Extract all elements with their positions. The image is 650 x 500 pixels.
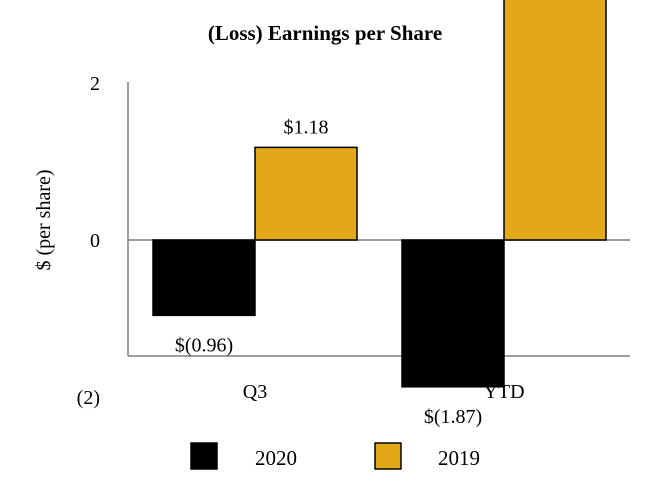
bar: [503, 0, 607, 241]
legend-swatch: [190, 442, 218, 470]
data-label: $1.18: [284, 116, 329, 138]
data-label: $(1.87): [424, 406, 482, 428]
data-labels: $(0.96)$(1.87)$1.18$3.34: [175, 116, 482, 428]
bars: [152, 0, 607, 388]
legend: 2020 2019: [190, 442, 480, 470]
legend-label: 2019: [438, 446, 480, 470]
y-tick-label: (2): [77, 387, 100, 409]
data-label: $(0.96): [175, 334, 233, 356]
legend-label: 2020: [255, 446, 297, 470]
bar: [152, 239, 256, 317]
bar: [401, 239, 505, 388]
y-tick-label: 0: [90, 230, 100, 252]
bar: [254, 146, 358, 241]
y-axis-label: $ (per share): [33, 169, 55, 270]
x-tick-label: Q3: [243, 381, 267, 403]
legend-swatch: [374, 442, 402, 470]
y-tick-label: 2: [90, 73, 100, 95]
chart-title: (Loss) Earnings per Share: [208, 21, 442, 45]
